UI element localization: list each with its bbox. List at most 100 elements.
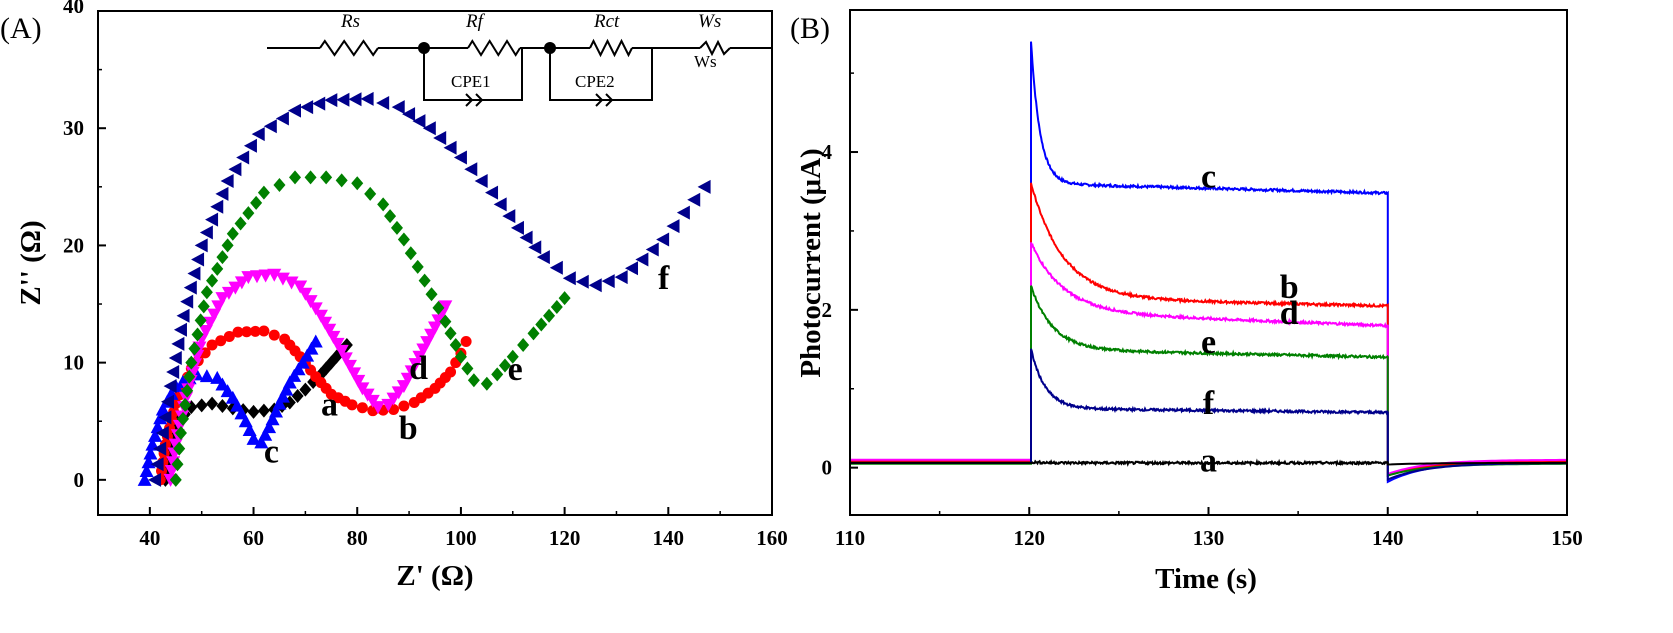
data-point-marker <box>384 209 397 224</box>
data-point-marker <box>262 420 277 434</box>
photocurrent-series-group <box>850 41 1567 484</box>
data-point-marker <box>397 232 410 247</box>
data-point-marker <box>200 285 213 300</box>
data-point-marker <box>232 326 244 338</box>
data-point-marker <box>338 352 353 366</box>
panel-a-plot-frame <box>97 10 773 516</box>
data-point-marker <box>287 368 302 382</box>
data-point-marker <box>254 435 269 449</box>
data-point-marker <box>180 294 194 309</box>
data-point-marker <box>412 114 426 129</box>
data-point-marker <box>275 111 289 126</box>
x-tick-label: 40 <box>139 526 160 550</box>
equivalent-circuit-diagram: Rs Rf Rct Ws Ws CPE1 CPE2 <box>267 11 772 107</box>
data-point-marker <box>206 396 219 411</box>
data-point-marker <box>299 382 312 397</box>
data-point-marker <box>171 457 184 472</box>
data-point-marker <box>160 394 174 409</box>
data-point-marker <box>291 389 304 404</box>
data-point-marker <box>370 401 385 415</box>
data-point-marker <box>197 299 210 314</box>
data-point-marker <box>153 441 167 456</box>
y-tick-label: 10 <box>63 351 84 375</box>
data-point-marker <box>308 302 323 316</box>
data-point-marker <box>313 309 328 323</box>
data-point-marker <box>461 361 474 376</box>
data-point-marker <box>282 375 297 389</box>
data-point-marker <box>199 369 214 383</box>
resistor-rct <box>589 38 633 58</box>
curve-label-a: a <box>1200 443 1217 480</box>
data-point-marker <box>404 246 417 261</box>
data-point-marker <box>220 384 235 398</box>
y-tick-label: 0 <box>822 456 833 480</box>
data-point-marker <box>234 276 249 290</box>
data-point-marker <box>558 291 571 306</box>
panel-b-plot-frame <box>849 9 1568 516</box>
panel-b-x-axis-title: Time (s) <box>1155 563 1257 595</box>
data-point-marker <box>318 316 333 330</box>
data-point-marker <box>549 260 563 275</box>
data-point-marker <box>391 100 405 115</box>
data-point-marker <box>251 127 265 142</box>
data-point-marker <box>171 336 185 351</box>
data-point-marker <box>169 472 182 487</box>
data-point-marker <box>519 230 533 245</box>
data-point-marker <box>148 428 163 442</box>
data-point-marker <box>351 176 364 191</box>
data-point-marker <box>491 367 504 382</box>
data-point-marker <box>263 119 277 134</box>
panel-b-y-axis-title: Photocurrent (μA) <box>795 148 827 377</box>
circuit-label-rs: Rs <box>340 11 360 32</box>
data-point-marker <box>493 197 507 212</box>
data-point-marker <box>158 410 172 425</box>
data-point-marker <box>322 323 337 337</box>
data-point-marker <box>258 427 273 441</box>
data-point-marker <box>676 205 690 220</box>
data-point-marker <box>300 100 314 115</box>
data-point-marker <box>258 325 270 337</box>
data-point-marker <box>464 162 478 177</box>
data-point-marker <box>216 398 229 413</box>
data-point-marker <box>438 300 453 314</box>
data-point-marker <box>335 173 348 188</box>
data-point-marker <box>614 270 628 285</box>
data-point-marker <box>183 280 197 295</box>
data-point-marker <box>390 220 403 235</box>
data-point-marker <box>168 350 182 365</box>
data-point-marker <box>656 232 670 247</box>
circuit-label-cpe1: CPE1 <box>451 72 491 91</box>
x-tick-label: 60 <box>243 526 264 550</box>
circuit-label-ws: Ws <box>698 11 721 32</box>
data-point-marker <box>351 374 366 388</box>
data-point-marker <box>506 349 519 364</box>
curve-label-f: f <box>658 260 670 297</box>
data-point-marker <box>267 268 282 282</box>
data-point-marker <box>257 403 270 418</box>
data-point-marker <box>480 376 493 391</box>
data-point-marker <box>517 338 530 353</box>
data-point-marker <box>346 399 358 411</box>
data-point-marker <box>221 238 234 253</box>
eis-series-group <box>137 91 711 487</box>
data-point-marker <box>543 308 556 323</box>
data-point-marker <box>304 170 317 185</box>
curve-label-c: c <box>264 433 279 470</box>
data-point-marker <box>155 402 170 416</box>
x-tick-label: 140 <box>1372 526 1404 550</box>
data-point-marker <box>535 317 548 332</box>
data-point-marker <box>485 185 499 200</box>
data-point-marker <box>444 326 457 341</box>
data-point-marker <box>215 186 229 201</box>
photocurrent-line-b <box>850 182 1567 477</box>
warburg-element <box>699 39 731 57</box>
data-point-marker <box>179 397 192 412</box>
data-point-marker <box>312 96 326 111</box>
panel-a-curve-labels: a b c d e f <box>264 260 670 470</box>
data-point-marker <box>250 195 263 210</box>
data-point-marker <box>402 107 416 122</box>
data-point-marker <box>635 252 649 267</box>
data-point-marker <box>348 92 362 107</box>
data-point-marker <box>510 220 524 235</box>
